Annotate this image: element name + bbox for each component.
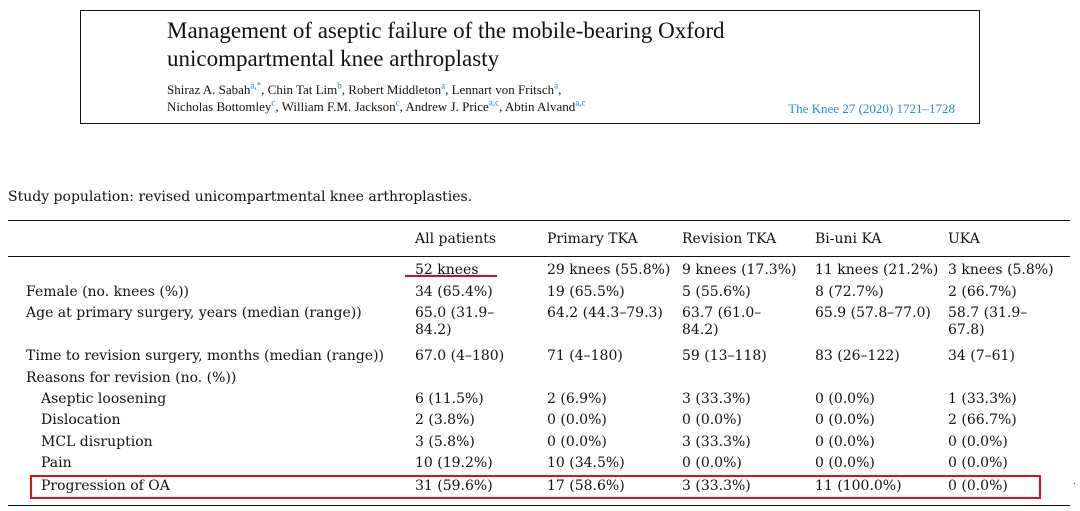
author-affiliation[interactable]: c: [395, 97, 400, 108]
column-header: Primary TKA: [547, 231, 638, 247]
row-label: Dislocation: [41, 412, 121, 428]
author-name: Shiraz A. Sabah: [167, 82, 251, 97]
table-top-rule: [8, 220, 1070, 221]
table-bottom-rule: [8, 505, 1070, 506]
table-cell: 17 (58.6%): [547, 478, 625, 494]
table-cell: 31 (59.6%): [415, 478, 493, 494]
table-cell: 3 (33.3%): [682, 478, 751, 494]
table-cell: 0 (0.0%): [547, 434, 607, 450]
table-cell: 11 knees (21.2%): [815, 262, 939, 278]
table-cell: 65.0 (31.9– 84.2): [415, 305, 495, 338]
author-list: Shiraz A. Sabaha,*, Chin Tat Limb, Rober…: [167, 80, 586, 114]
table-cell: 3 (33.3%): [682, 391, 751, 407]
red-highlight-box: [30, 475, 1041, 499]
table-cell: 19 (65.5%): [547, 284, 625, 300]
table-cell: 71 (4–180): [547, 348, 623, 364]
row-label: Progression of OA: [41, 478, 170, 494]
table-header-rule: [8, 256, 1070, 257]
table-cell: 8 (72.7%): [815, 284, 884, 300]
author-name: Abtin Alvand: [504, 99, 576, 114]
table-cell: 2 (3.8%): [415, 412, 475, 428]
table-cell: 0 (0.0%): [948, 478, 1008, 494]
paper-title-line-1: Management of aseptic failure of the mob…: [167, 18, 725, 43]
author-affiliation[interactable]: a,c: [488, 97, 500, 108]
author-affiliation[interactable]: a,*: [250, 80, 262, 91]
table-cell: 10 (34.5%): [547, 455, 625, 471]
author-name: Chin Tat Lim: [267, 82, 338, 97]
row-label: Age at primary surgery, years (median (r…: [26, 305, 362, 321]
author-name: William F.M. Jackson: [281, 99, 396, 114]
table-cell: 0 (0.0%): [815, 391, 875, 407]
stray-dot: ·: [1073, 479, 1077, 490]
table-cell: 6 (11.5%): [415, 391, 484, 407]
author-name: Nicholas Bottomley: [167, 99, 272, 114]
paper-title-line-2: unicompartmental knee arthroplasty: [167, 46, 500, 71]
table-cell: 0 (0.0%): [547, 412, 607, 428]
table-cell: 2 (6.9%): [547, 391, 607, 407]
table-cell: 52 knees: [415, 262, 479, 278]
table-cell: 59 (13–118): [682, 348, 767, 364]
author-affiliation[interactable]: a: [441, 80, 446, 91]
table-cell: 0 (0.0%): [682, 455, 742, 471]
table-cell: 0 (0.0%): [682, 412, 742, 428]
journal-citation[interactable]: The Knee 27 (2020) 1721–1728: [788, 101, 955, 116]
table-cell: 3 (33.3%): [682, 434, 751, 450]
table-cell: 58.7 (31.9– 67.8): [948, 305, 1028, 338]
table-cell: 63.7 (61.0– 84.2): [682, 305, 762, 338]
paper-title: Management of aseptic failure of the mob…: [167, 17, 887, 73]
table-cell: 0 (0.0%): [948, 434, 1008, 450]
table-cell: 0 (0.0%): [815, 455, 875, 471]
row-label: Time to revision surgery, months (median…: [26, 348, 384, 364]
author-affiliation[interactable]: a,c: [575, 97, 586, 108]
column-header: All patients: [415, 231, 497, 247]
author-name: Robert Middleton: [348, 82, 442, 97]
table-cell: 1 (33.3%): [948, 391, 1017, 407]
table-cell: 2 (66.7%): [948, 412, 1017, 428]
author-name: Andrew J. Price: [405, 99, 489, 114]
table-cell: 64.2 (44.3–79.3): [547, 305, 663, 321]
paper-header-box: Management of aseptic failure of the mob…: [80, 10, 980, 124]
author-affiliation[interactable]: a: [554, 80, 559, 91]
table-caption: Study population: revised unicompartment…: [8, 189, 473, 205]
table-cell: 0 (0.0%): [815, 434, 875, 450]
red-underline-annotation: [405, 275, 497, 277]
table-cell: 3 (5.8%): [415, 434, 475, 450]
author-name: Lennart von Fritsch: [451, 82, 555, 97]
row-label: Pain: [41, 455, 72, 471]
table-cell: 34 (65.4%): [415, 284, 493, 300]
table-cell: 29 knees (55.8%): [547, 262, 671, 278]
table-cell: 10 (19.2%): [415, 455, 493, 471]
author-affiliation[interactable]: c: [271, 97, 276, 108]
table-cell: 11 (100.0%): [815, 478, 902, 494]
table-cell: 9 knees (17.3%): [682, 262, 797, 278]
row-label: Female (no. knees (%)): [26, 284, 190, 300]
table-cell: 3 knees (5.8%): [948, 262, 1054, 278]
row-label: Aseptic loosening: [41, 391, 167, 407]
row-label: MCL disruption: [41, 434, 153, 450]
table-cell: 65.9 (57.8–77.0): [815, 305, 931, 321]
table-cell: 0 (0.0%): [815, 412, 875, 428]
column-header: UKA: [948, 231, 980, 247]
table-cell: 5 (55.6%): [682, 284, 751, 300]
table-cell: 2 (66.7%): [948, 284, 1017, 300]
table-cell: 83 (26–122): [815, 348, 900, 364]
author-affiliation[interactable]: b: [337, 80, 342, 91]
column-header: Bi-uni KA: [815, 231, 882, 247]
table-cell: 0 (0.0%): [948, 455, 1008, 471]
table-cell: 67.0 (4–180): [415, 348, 505, 364]
table-cell: 34 (7–61): [948, 348, 1015, 364]
row-label: Reasons for revision (no. (%)): [26, 370, 237, 386]
column-header: Revision TKA: [682, 231, 777, 247]
